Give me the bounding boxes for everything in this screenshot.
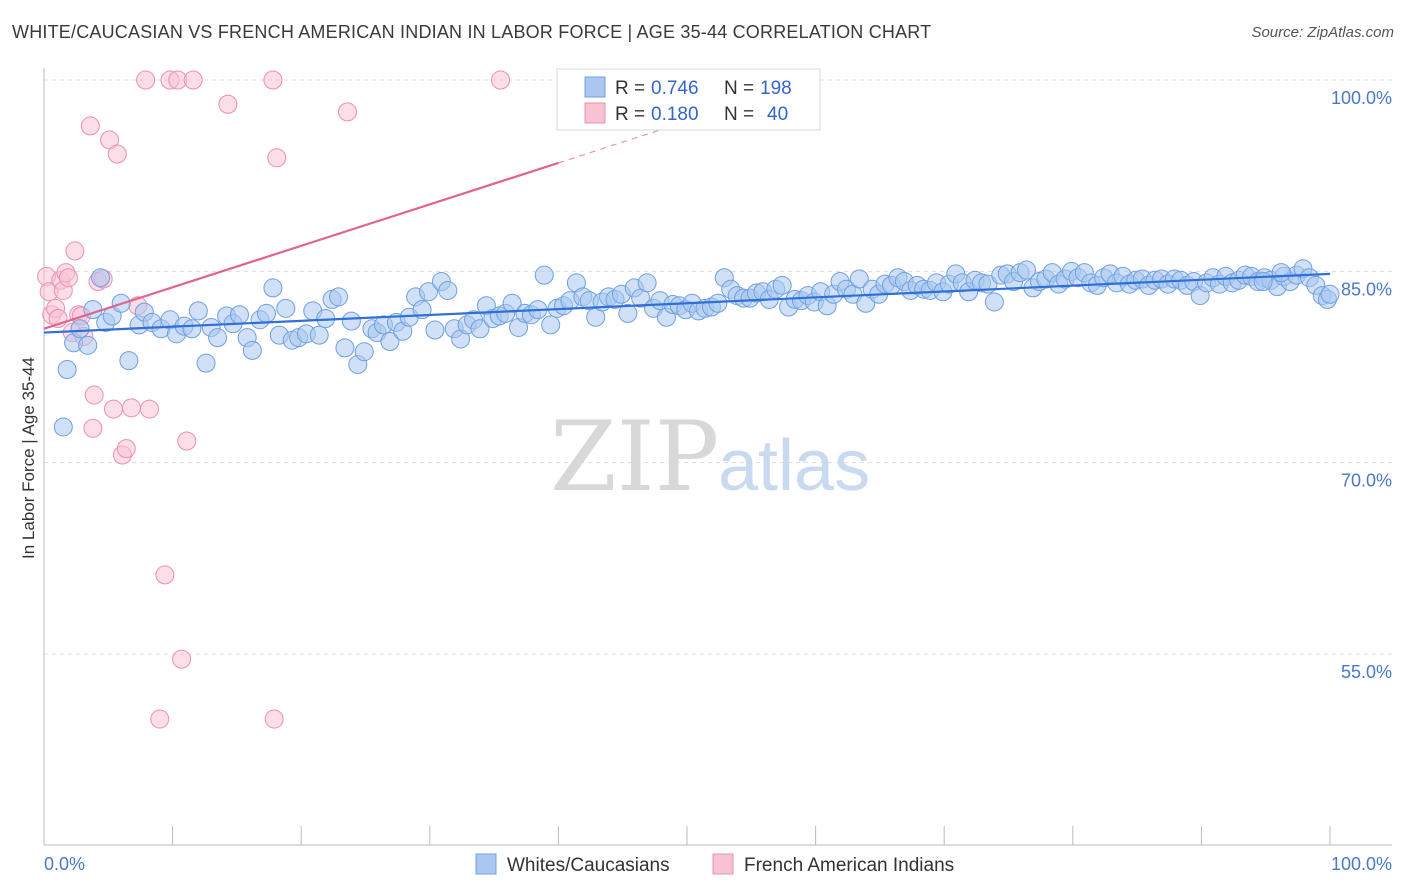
stats-legend: R = 0.746 N = 198 R = 0.180 N = 40 (556, 68, 821, 131)
blue-point (188, 301, 208, 321)
legend-swatch-blue (584, 76, 606, 98)
blue-trend-line (43, 272, 1331, 334)
blue-point (618, 303, 638, 323)
pink-point (267, 148, 287, 168)
watermark-zip: ZIP (550, 401, 719, 513)
blue-point (119, 351, 139, 371)
blue-point (256, 303, 276, 323)
blue-point (354, 342, 374, 362)
pink-point (218, 94, 238, 114)
gridlines (44, 79, 1392, 655)
pink-point (80, 116, 100, 136)
blue-point (1017, 260, 1037, 280)
legend-r-label-1: R = (615, 78, 645, 99)
blue-point (53, 417, 73, 437)
bottom-legend-swatch-blue (475, 853, 497, 875)
legend-r-label-2: R = (615, 104, 645, 125)
blue-point (70, 319, 90, 339)
blue-point (470, 319, 490, 339)
blue-point (309, 325, 329, 345)
blue-point (91, 268, 111, 288)
pink-point (103, 399, 123, 419)
pink-point (65, 241, 85, 261)
blue-point (984, 292, 1004, 312)
x-tick-label-min: 0.0% (44, 854, 85, 874)
blue-point (242, 340, 262, 360)
watermark: ZIP atlas (550, 401, 870, 513)
pink-point (58, 268, 78, 288)
y-axis-label: In Labor Force | Age 35-44 (19, 357, 38, 559)
pink-point (107, 144, 127, 164)
blue-point (637, 273, 657, 293)
blue-point (57, 360, 77, 380)
pink-point (121, 398, 141, 418)
pink-point (84, 385, 104, 405)
legend-r-value-2: 0.180 (651, 104, 699, 125)
pink-point (150, 709, 170, 729)
blue-point (263, 278, 283, 298)
blue-point (182, 319, 202, 339)
pink-trend-line (43, 161, 559, 330)
blue-point (276, 298, 296, 318)
y-tick-label: 70.0% (1341, 471, 1392, 491)
y-tick-label: 100.0% (1331, 88, 1392, 108)
legend-n-value-1: 198 (760, 78, 792, 99)
blue-point (380, 331, 400, 351)
blue-point (425, 320, 445, 340)
y-tick-label: 55.0% (1341, 662, 1392, 682)
blue-point (335, 338, 355, 358)
pink-series-points (37, 70, 511, 729)
blue-point (341, 311, 361, 331)
blue-point (1271, 263, 1291, 283)
pink-point (83, 418, 103, 438)
blue-point (229, 305, 249, 325)
blue-point (208, 328, 228, 348)
chart-title: WHITE/CAUCASIAN VS FRENCH AMERICAN INDIA… (12, 22, 932, 42)
bottom-legend-label-pink: French American Indians (744, 855, 954, 876)
axes (43, 68, 1392, 846)
blue-point (438, 280, 458, 300)
pink-point (139, 399, 159, 419)
legend-n-label-1: N = (724, 78, 754, 99)
blue-point (708, 293, 728, 313)
pink-point (264, 709, 284, 729)
y-tick-label: 85.0% (1341, 279, 1392, 299)
legend-r-value-1: 0.746 (651, 78, 699, 99)
blue-point (1320, 284, 1340, 304)
blue-point (419, 282, 439, 302)
bottom-legend-swatch-pink (712, 853, 734, 875)
legend-n-value-2: 40 (767, 104, 788, 125)
watermark-atlas: atlas (718, 426, 870, 506)
blue-point (78, 335, 98, 355)
y-tick-labels: 55.0% 70.0% 85.0% 100.0% (1331, 88, 1392, 682)
legend-swatch-pink (584, 102, 606, 124)
blue-series-points (53, 259, 1340, 437)
pink-point (136, 70, 156, 90)
blue-point (534, 265, 554, 285)
bottom-legend-label-blue: Whites/Caucasians (507, 855, 670, 876)
pink-point (491, 70, 511, 90)
pink-point (183, 70, 203, 90)
blue-point (541, 315, 561, 335)
pink-point (263, 70, 283, 90)
legend-n-label-2: N = (724, 104, 754, 125)
blue-point (328, 287, 348, 307)
source-label: Source: ZipAtlas.com (1251, 24, 1394, 41)
blue-point (1253, 272, 1273, 292)
blue-point (849, 269, 869, 289)
pink-point (116, 439, 136, 459)
pink-point (177, 431, 197, 451)
pink-point (172, 649, 192, 669)
blue-point (772, 275, 792, 295)
blue-point (196, 353, 216, 373)
pink-point (155, 565, 175, 585)
pink-point (337, 102, 357, 122)
series-legend: Whites/Caucasians French American Indian… (475, 853, 954, 876)
x-tick-label-max: 100.0% (1331, 854, 1392, 874)
